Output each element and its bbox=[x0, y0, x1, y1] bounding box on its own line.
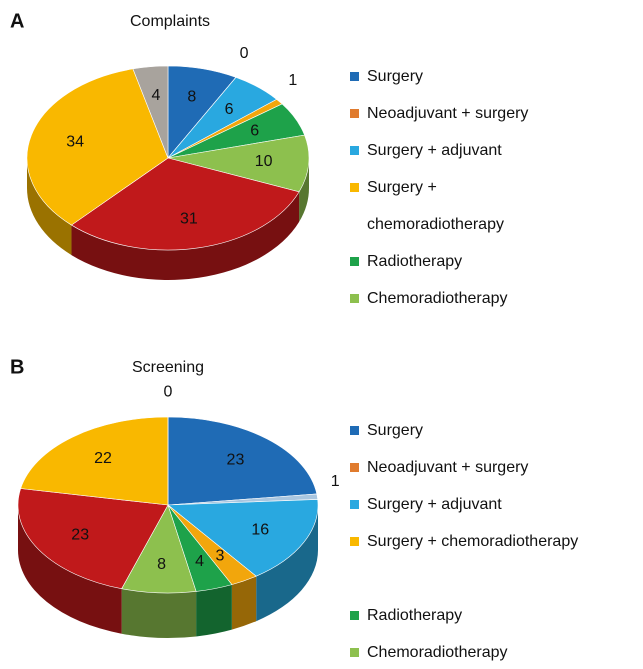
slice-side bbox=[256, 505, 318, 622]
legend-swatch bbox=[350, 648, 359, 657]
legend-item: Surgery + adjuvant bbox=[350, 132, 550, 169]
data-label: 31 bbox=[180, 210, 198, 227]
legend-label: Surgery + chemoradiotherapy bbox=[367, 179, 504, 233]
legend-label: Neoadjuvant + surgery bbox=[367, 459, 529, 476]
legend-label: Radiotherapy bbox=[367, 253, 463, 270]
data-label: 22 bbox=[94, 450, 112, 467]
legend-swatch bbox=[350, 109, 359, 118]
legend-label: Surgery bbox=[367, 68, 424, 85]
legend: Surgery Neoadjuvant + surgery Surgery + ad… bbox=[350, 58, 550, 317]
data-label: 1 bbox=[331, 473, 340, 490]
legend-swatch bbox=[350, 72, 359, 81]
slice-side bbox=[196, 584, 232, 637]
legend-item: Neoadjuvant + surgery bbox=[350, 449, 643, 486]
data-label: 23 bbox=[71, 527, 89, 544]
data-label: 8 bbox=[157, 556, 166, 573]
legend-item: Surgery bbox=[350, 58, 550, 95]
legend-swatch bbox=[350, 463, 359, 472]
legend-item: Chemoradiotherapy bbox=[350, 280, 550, 317]
legend-swatch bbox=[350, 500, 359, 509]
data-label: 4 bbox=[195, 553, 204, 570]
data-label: 0 bbox=[240, 45, 249, 62]
slice bbox=[26, 68, 169, 226]
legend-item: Neoadjuvant + surgery bbox=[350, 95, 550, 132]
legend-label: Chemoradiotherapy bbox=[367, 644, 508, 661]
slice-side bbox=[121, 588, 197, 638]
slice bbox=[17, 488, 169, 590]
slice bbox=[167, 499, 319, 577]
slice bbox=[70, 157, 300, 251]
legend-swatch bbox=[350, 426, 359, 435]
legend-item: Chemoradiotherapy bbox=[350, 634, 643, 669]
chart-title: Complaints bbox=[130, 13, 210, 30]
slice bbox=[20, 416, 169, 506]
legend-item: Surgery bbox=[350, 412, 643, 449]
data-label: 3 bbox=[215, 548, 224, 565]
legend-label: Surgery bbox=[367, 422, 424, 439]
slice-side bbox=[18, 505, 122, 634]
slice-side bbox=[231, 576, 257, 630]
legend-label: Surgery + adjuvant bbox=[367, 142, 502, 159]
legend-label: Radiotherapy bbox=[367, 607, 463, 624]
legend-item: Surgery + adjuvant bbox=[350, 486, 643, 523]
chart-title: Screening bbox=[132, 359, 204, 376]
legend-item: Radiotherapy bbox=[350, 597, 643, 634]
data-label: 6 bbox=[225, 101, 234, 118]
data-label: 8 bbox=[187, 89, 196, 106]
data-label: 23 bbox=[227, 451, 245, 468]
legend-item: Radiotherapy bbox=[350, 243, 550, 280]
slice bbox=[132, 65, 169, 159]
legend-label: Surgery + adjuvant bbox=[367, 496, 502, 513]
legend-swatch bbox=[350, 294, 359, 303]
slice bbox=[167, 416, 318, 506]
panel-label: B bbox=[10, 356, 24, 378]
legend-swatch bbox=[350, 537, 359, 546]
legend-item: Surgery + chemoradiotherapy bbox=[350, 169, 550, 243]
legend-label: Neoadjuvant + surgery bbox=[367, 105, 529, 122]
legend-item: Surgery + chemoradiotherapy bbox=[350, 523, 643, 560]
legend-swatch bbox=[350, 183, 359, 192]
data-label: 6 bbox=[250, 123, 259, 140]
slice-side bbox=[299, 158, 309, 222]
data-label: 10 bbox=[255, 153, 273, 170]
panel-label: A bbox=[10, 10, 24, 32]
legend-swatch bbox=[350, 146, 359, 155]
slice-side bbox=[27, 158, 72, 256]
legend-swatch bbox=[350, 257, 359, 266]
legend: Surgery Neoadjuvant + surgery Surgery + ad… bbox=[350, 412, 643, 669]
data-label: 34 bbox=[66, 134, 84, 151]
data-label: 4 bbox=[152, 87, 161, 104]
slice bbox=[167, 134, 310, 193]
data-label: 1 bbox=[288, 72, 297, 89]
data-label: 16 bbox=[251, 522, 269, 539]
legend-label: Chemoradiotherapy bbox=[367, 290, 508, 307]
slice-side bbox=[71, 191, 300, 280]
legend-label: Surgery + chemoradiotherapy bbox=[367, 533, 579, 550]
legend-swatch bbox=[350, 611, 359, 620]
data-label: 0 bbox=[164, 384, 173, 401]
